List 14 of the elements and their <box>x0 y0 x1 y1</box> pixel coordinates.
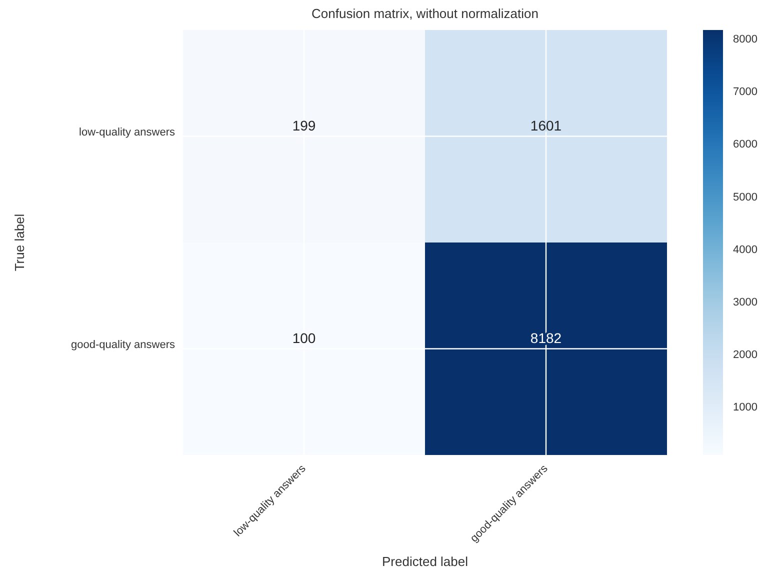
color-bar-label: 5000 <box>733 191 758 204</box>
color-bar-label: 2000 <box>733 349 758 362</box>
color-bar-label: 3000 <box>733 296 758 308</box>
data-label: 199 <box>292 117 316 134</box>
color-bar-label: 4000 <box>733 244 758 256</box>
color-bar-label: 6000 <box>733 138 758 151</box>
data-label: 1601 <box>530 117 562 134</box>
data-label: 100 <box>292 330 316 346</box>
x-axis-title: Predicted label <box>382 554 468 569</box>
color-bar-label: 1000 <box>733 402 758 414</box>
color-bar-label: 7000 <box>733 86 758 98</box>
color-bar-label: 8000 <box>733 34 758 46</box>
y-axis-title: True label <box>12 214 27 272</box>
chart-title: Confusion matrix, without normalization <box>312 6 538 21</box>
